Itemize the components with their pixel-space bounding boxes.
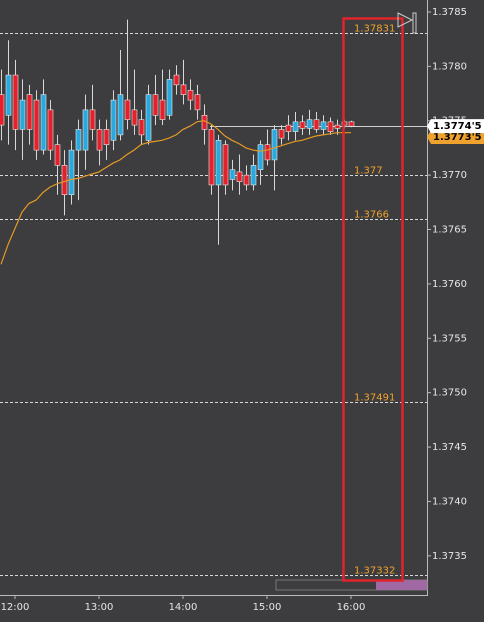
x-tick-label: 16:00 <box>337 602 366 613</box>
candle-body <box>89 109 96 130</box>
candle-body <box>103 129 110 145</box>
candle-body <box>96 129 103 151</box>
candle-body <box>82 109 89 151</box>
y-tick-label: 1.3760 <box>432 279 467 290</box>
candle-body <box>40 94 47 151</box>
candle-body <box>285 124 292 132</box>
candle-body <box>215 140 222 186</box>
candle-body <box>26 94 33 130</box>
candle-body <box>173 74 180 86</box>
x-tick-label: 15:00 <box>253 602 282 613</box>
candle-body <box>243 174 250 186</box>
y-tick-label: 1.3735 <box>432 551 467 562</box>
candle-body <box>19 99 26 130</box>
level-label: 1.37332 <box>354 566 395 577</box>
candle-body <box>61 165 68 196</box>
candle-body <box>320 121 327 130</box>
level-label: 1.37831 <box>354 24 395 35</box>
candle-body <box>187 89 194 101</box>
y-tick-label: 1.3780 <box>432 61 467 72</box>
candle-body <box>313 119 320 130</box>
x-tick-label: 13:00 <box>85 602 114 613</box>
candle-body <box>229 169 236 180</box>
candle-body <box>222 144 229 186</box>
scrollbar-thumb[interactable] <box>376 580 427 590</box>
candle-body <box>124 99 131 120</box>
candle-body <box>138 119 145 136</box>
candle-body <box>208 129 215 186</box>
level-label: 1.3766 <box>354 210 389 221</box>
candle-body <box>180 84 187 95</box>
candle-body <box>327 121 334 132</box>
level-label: 1.377 <box>354 166 383 177</box>
candle-body <box>5 74 12 116</box>
candle-body <box>75 129 82 151</box>
candle-body <box>110 99 117 141</box>
candle-body <box>299 121 306 129</box>
price-tag <box>427 119 484 134</box>
plot-area: 1.37831 1.377 1.3766 1.37491 1.37332 <box>0 19 427 577</box>
candle-body <box>68 149 75 196</box>
end-flag <box>397 12 414 28</box>
candle-body <box>131 109 138 126</box>
candle-body <box>145 94 152 141</box>
price-tag-label: 1.3774'5 <box>433 121 482 132</box>
candle-body <box>33 99 40 151</box>
candle-body <box>264 144 271 161</box>
candle-body <box>236 171 243 182</box>
candle-body <box>194 94 201 111</box>
candle-body <box>54 144 61 166</box>
y-tick-label: 1.3770 <box>432 170 467 181</box>
highlight-box <box>342 17 404 582</box>
candle-body <box>306 119 313 129</box>
candle-body <box>47 109 54 151</box>
y-tick-label: 1.3765 <box>432 225 467 236</box>
candle-body <box>12 74 19 130</box>
y-tick-label: 1.3740 <box>432 496 467 507</box>
candle-body <box>278 129 285 139</box>
candle-body <box>159 99 166 120</box>
y-tick-label: 1.3755 <box>432 333 467 344</box>
y-tick-label: 1.3750 <box>432 388 467 399</box>
candle-body <box>166 79 173 116</box>
y-tick-label: 1.3745 <box>432 442 467 453</box>
candle-body <box>334 124 341 129</box>
moving-average <box>0 120 351 265</box>
candle-body <box>292 121 299 132</box>
candle-body <box>257 144 264 170</box>
y-tick-label: 1.3785 <box>432 7 467 18</box>
candle-body <box>152 94 159 116</box>
x-tick-label: 12:00 <box>1 602 30 613</box>
x-tick-label: 14:00 <box>169 602 198 613</box>
candle-body <box>348 121 355 127</box>
candle-body <box>271 129 278 161</box>
candle-body <box>250 165 257 186</box>
candle-body <box>0 94 5 126</box>
candle-body <box>117 94 124 136</box>
price-tag-label: 1.3773'5 <box>433 132 482 143</box>
price-tag <box>427 130 484 145</box>
end-marker <box>412 12 417 34</box>
level-label: 1.37491 <box>354 393 395 404</box>
